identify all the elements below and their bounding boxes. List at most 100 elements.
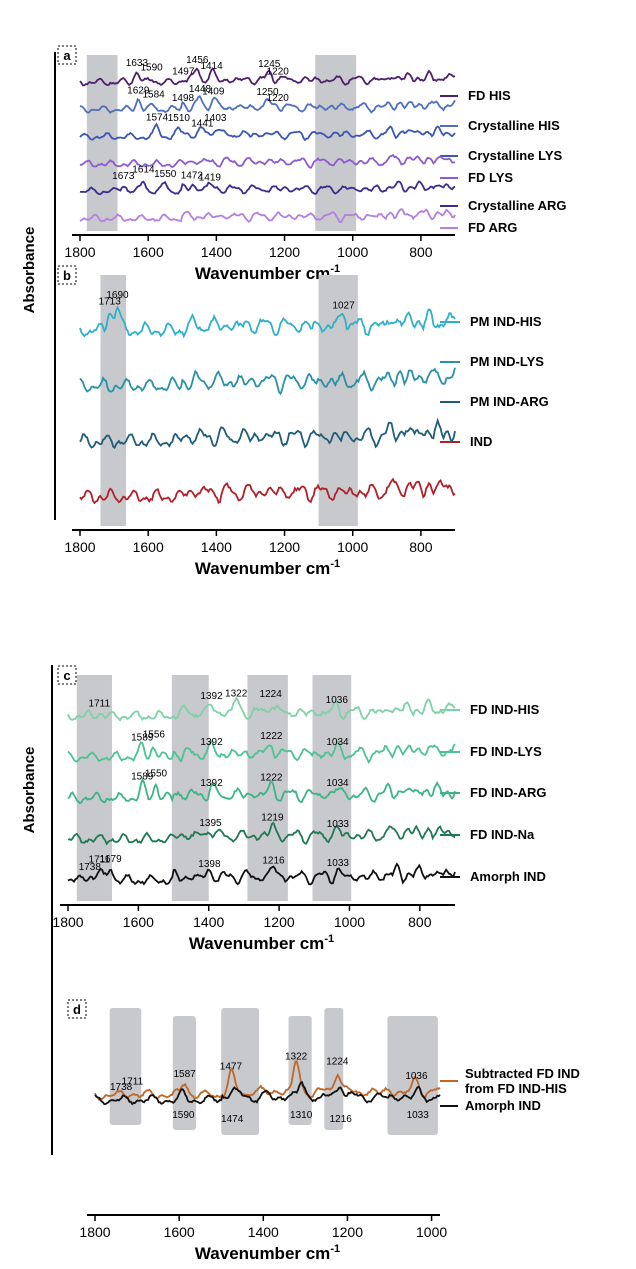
peak-label: 1036 (405, 1071, 428, 1082)
legend-label-pm-ind-lys: PM IND-LYS (470, 354, 544, 369)
series-line-fd-arg (79, 208, 456, 224)
panel-label-box (57, 665, 77, 685)
x-axis-label-superscript: -1 (330, 558, 340, 570)
legend-label-crystalline-arg: Crystalline ARG (468, 198, 567, 213)
peak-label: 1497 (172, 66, 195, 77)
panel-label: d (73, 1002, 81, 1017)
x-tick-label: 1000 (337, 539, 368, 555)
x-tick-label: 1800 (79, 1224, 110, 1240)
peak-label: 1034 (326, 737, 349, 748)
peak-label: 1472 (181, 171, 204, 182)
legend-label-crystalline-his: Crystalline HIS (468, 118, 560, 133)
peak-label: 1690 (106, 290, 129, 301)
shaded-region (109, 1008, 142, 1125)
peak-label: 1419 (199, 172, 222, 183)
panel-label-box (67, 999, 87, 1019)
shaded-region (100, 275, 127, 526)
peak-label: 1673 (112, 171, 135, 182)
peak-label: 1216 (330, 1114, 353, 1125)
x-tick-label: 1600 (133, 244, 164, 260)
series-line-fd-ind-na (67, 821, 456, 846)
peak-label: 1589 (131, 732, 154, 743)
peak-label: 1322 (285, 1052, 308, 1063)
series-line-fd-ind-lys (67, 739, 456, 764)
panel-label-box (57, 265, 77, 285)
x-tick-label: 800 (409, 539, 433, 555)
legend-label-fd-ind-his: FD IND-HIS (470, 702, 540, 717)
legend-label-amorph-ind: Amorph IND (470, 869, 546, 884)
peak-label: 1574 (146, 112, 169, 123)
peak-label: 1224 (326, 1057, 349, 1068)
peak-label: 1711 (89, 699, 111, 710)
x-axis-label: Wavenumber cm-1 (195, 263, 340, 283)
peak-label: 1629 (127, 86, 150, 97)
peak-label: 1034 (326, 778, 349, 789)
x-tick-label: 800 (408, 914, 432, 930)
peak-label: 1456 (186, 55, 209, 66)
series-line-crystalline-arg (79, 180, 456, 196)
peak-label: 1216 (262, 856, 285, 867)
peak-label: 1614 (132, 165, 155, 176)
peak-label: 1556 (143, 729, 166, 740)
x-axis-label-superscript: -1 (324, 933, 334, 945)
legend-label-pm-ind-arg: PM IND-ARG (470, 394, 549, 409)
x-tick-label: 1400 (193, 914, 224, 930)
x-axis-label-superscript: -1 (330, 1243, 340, 1255)
peak-label: 1477 (220, 1061, 243, 1072)
peak-label: 1441 (191, 118, 214, 129)
legend-label-crystalline-lys: Crystalline LYS (468, 148, 563, 163)
peak-label: 1448 (189, 84, 212, 95)
peak-label: 1392 (200, 691, 223, 702)
panel-label: a (63, 48, 71, 63)
peak-label: 1711 (122, 1077, 144, 1088)
y-axis-label-top: Absorbance (21, 227, 38, 314)
shaded-region (76, 675, 112, 901)
peak-label: 1738 (79, 862, 102, 873)
x-tick-label: 1600 (133, 539, 164, 555)
x-tick-label: 1200 (264, 914, 295, 930)
legend-label-fd-ind-lys: FD IND-LYS (470, 744, 542, 759)
peak-label: 1220 (267, 66, 290, 77)
peak-label: 1250 (256, 87, 279, 98)
legend-label-fd-arg: FD ARG (468, 220, 517, 235)
series-line-fd-his (79, 67, 456, 87)
peak-label: 1027 (332, 300, 355, 311)
shaded-region (86, 55, 118, 231)
x-tick-label: 1600 (164, 1224, 195, 1240)
x-tick-label: 1600 (123, 914, 154, 930)
series-line-pm-ind-his (79, 305, 456, 339)
x-tick-label: 1400 (201, 244, 232, 260)
peak-label: 1033 (327, 819, 350, 830)
peak-label: 1245 (258, 59, 281, 70)
peak-label: 1392 (200, 737, 223, 748)
shaded-region (387, 1016, 438, 1135)
peak-label: 1222 (260, 772, 283, 783)
peak-label: 1738 (110, 1082, 133, 1093)
peak-label: 1590 (172, 1110, 195, 1121)
series-line-amorph-ind (67, 862, 456, 886)
shaded-region (315, 55, 357, 231)
legend-label-subtracted-fd-ind-from-fd-ind-his-0: Subtracted FD IND (465, 1066, 580, 1081)
shaded-region (221, 1008, 260, 1135)
x-tick-label: 1200 (332, 1224, 363, 1240)
x-axis-label: Wavenumber cm-1 (195, 558, 340, 578)
peak-label: 1414 (200, 61, 223, 72)
legend-label-amorph-ind: Amorph IND (465, 1098, 541, 1113)
x-tick-label: 1200 (269, 244, 300, 260)
x-tick-label: 1200 (269, 539, 300, 555)
series-line-crystalline-lys (79, 122, 456, 142)
x-tick-label: 1400 (201, 539, 232, 555)
legend-label-subtracted-fd-ind-from-fd-ind-his-1: from FD IND-HIS (465, 1081, 567, 1096)
peak-label: 1224 (260, 689, 283, 700)
peak-label: 1584 (143, 89, 166, 100)
peak-label: 1222 (260, 731, 283, 742)
peak-label: 1322 (225, 689, 248, 700)
legend-label-pm-ind-his: PM IND-HIS (470, 314, 542, 329)
x-tick-label: 1400 (248, 1224, 279, 1240)
peak-label: 1589 (131, 772, 154, 783)
peak-label: 1409 (202, 86, 225, 97)
peak-label: 1498 (172, 93, 195, 104)
